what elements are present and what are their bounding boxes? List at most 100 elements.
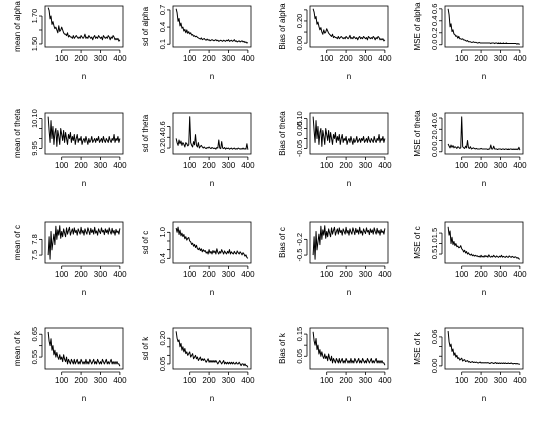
plot-frame — [309, 112, 389, 155]
series-line — [312, 116, 386, 147]
y-tick-label: 0.00 — [430, 359, 439, 374]
panel-2: 100 200 300 400 n 0.00 0.20 Bias of alpha — [278, 3, 392, 81]
x-tick-label: 100 — [183, 161, 197, 170]
x-axis-label: n — [82, 179, 86, 188]
x-axis-label: n — [482, 288, 486, 297]
x-tick-label: 300 — [222, 161, 236, 170]
series-line — [175, 8, 249, 44]
x-tick-label: 300 — [359, 54, 373, 63]
panel-7: 100 200 300 400 n 0.0 0.20.40.6 MSE of theta — [413, 110, 527, 188]
x-tick-label: 100 — [455, 161, 469, 170]
panel-8: 100 200 300 400 n 7.5 7.8 mean of c — [13, 221, 127, 297]
x-tick-label: 300 — [494, 54, 508, 63]
y-axis-label: mean of k — [13, 330, 22, 366]
plot-frame — [444, 327, 524, 370]
y-tick-label: 0.06 — [430, 330, 439, 345]
x-tick-label: 300 — [359, 270, 373, 279]
plot-frame — [44, 221, 124, 264]
panel-12: 100 200 300 400 n 0.55 0.65 mean of k — [13, 327, 127, 403]
x-tick-label: 300 — [94, 54, 108, 63]
x-tick-label: 300 — [222, 376, 236, 385]
y-tick-label: 0.2 — [430, 135, 439, 145]
x-tick-label: 200 — [202, 54, 216, 63]
y-tick-label: 0.20 — [158, 331, 167, 346]
x-tick-label: 100 — [320, 376, 334, 385]
x-tick-label: 200 — [74, 161, 88, 170]
x-tick-label: 200 — [474, 270, 488, 279]
plot-frame — [309, 221, 389, 264]
y-tick-label: 9.95 — [30, 141, 39, 156]
x-tick-label: 100 — [320, 54, 334, 63]
x-tick-label: 300 — [359, 376, 373, 385]
x-axis-label: n — [82, 288, 86, 297]
x-tick-label: 400 — [241, 270, 255, 279]
x-axis-label: n — [210, 288, 214, 297]
y-tick-label: 0.05 — [295, 121, 304, 136]
y-axis-label: sd of alpha — [141, 6, 150, 46]
plot-frame — [172, 112, 252, 155]
x-tick-label: 400 — [113, 161, 127, 170]
y-axis-label: sd of theta — [141, 114, 150, 152]
y-tick-label: 0.0 — [430, 40, 439, 50]
panel-15: 100 200 300 400 n 0.00 0.06 MSE of k — [413, 327, 527, 403]
y-tick-label: 0.4 — [158, 22, 167, 32]
x-tick-label: 400 — [241, 54, 255, 63]
x-tick-label: 100 — [55, 54, 69, 63]
x-tick-label: 100 — [455, 270, 469, 279]
y-axis-label: mean of theta — [13, 108, 22, 157]
series-line — [47, 331, 121, 367]
x-axis-label: n — [210, 179, 214, 188]
x-tick-label: 400 — [241, 376, 255, 385]
x-tick-label: 100 — [183, 54, 197, 63]
x-tick-label: 200 — [202, 161, 216, 170]
y-axis-label: Bias of k — [278, 332, 287, 364]
y-tick-label: -0.5 — [295, 249, 304, 262]
y-tick-label: 0.10 — [295, 111, 304, 126]
panel-4: 100 200 300 400 n 9.95 10.10 mean of theta — [13, 108, 127, 188]
panel-14: 100 200 300 400 n 0.05 0.15 Bias of k — [278, 327, 392, 403]
y-tick-label: 1.0 — [158, 227, 167, 237]
y-tick-label: 0.1 — [158, 39, 167, 49]
y-tick-label: 0.4 — [158, 132, 167, 142]
x-axis-label: n — [210, 394, 214, 403]
y-tick-label: 0.2 — [158, 143, 167, 153]
x-tick-label: 300 — [494, 376, 508, 385]
plot-frame — [172, 327, 252, 370]
x-tick-label: 300 — [94, 270, 108, 279]
series-line — [47, 225, 121, 260]
y-tick-label: 1.5 — [430, 228, 439, 238]
series-line — [175, 331, 249, 368]
x-axis-label: n — [482, 394, 486, 403]
panel-6: 100 200 300 400 n -0.05 0.050.10 Bias of theta — [278, 111, 392, 188]
y-axis-label: Bias of c — [278, 227, 287, 258]
y-tick-label: 0.20 — [295, 14, 304, 29]
x-tick-label: 200 — [202, 376, 216, 385]
x-tick-label: 200 — [202, 270, 216, 279]
x-tick-label: 400 — [513, 376, 527, 385]
y-tick-label: 0.6 — [158, 121, 167, 131]
x-tick-label: 100 — [183, 376, 197, 385]
x-tick-label: 400 — [378, 376, 392, 385]
x-axis-label: n — [347, 288, 351, 297]
x-tick-label: 400 — [113, 376, 127, 385]
x-tick-label: 200 — [474, 376, 488, 385]
y-tick-label: 7.8 — [30, 234, 39, 244]
y-tick-label: 0.0 — [430, 147, 439, 157]
panel-9: 100 200 300 400 n 0.4 1.0 sd of c — [141, 221, 255, 297]
series-line — [175, 226, 249, 259]
x-tick-label: 100 — [455, 54, 469, 63]
x-tick-label: 400 — [378, 270, 392, 279]
panel-13: 100 200 300 400 n 0.05 0.20 sd of k — [141, 327, 255, 403]
y-tick-label: 1.70 — [30, 9, 39, 24]
x-tick-label: 200 — [339, 54, 353, 63]
y-tick-label: 0.2 — [430, 28, 439, 38]
y-tick-label: -0.05 — [295, 140, 304, 157]
y-tick-label: 0.6 — [430, 4, 439, 14]
x-axis-label: n — [210, 72, 214, 81]
y-tick-label: 0.65 — [30, 327, 39, 342]
plot-frame — [444, 5, 524, 48]
plot-frame — [309, 5, 389, 48]
panel-5: 100 200 300 400 n 0.20.40.6 sd of theta — [141, 112, 255, 188]
x-tick-label: 400 — [113, 270, 127, 279]
